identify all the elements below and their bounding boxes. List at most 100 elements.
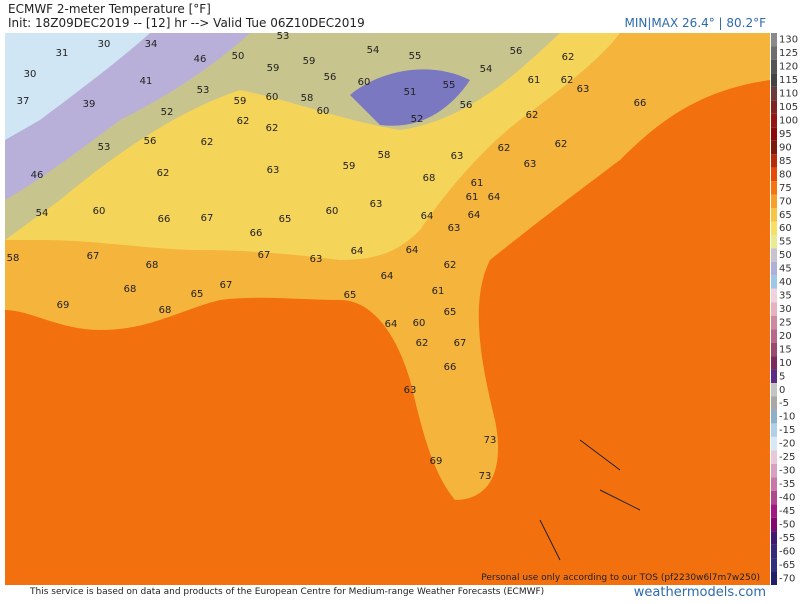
temp-label: 65 [279,214,292,225]
colorbar-label: 45 [779,264,792,275]
colorbar-cell [771,450,777,464]
bahamas-outline [539,439,641,561]
temp-label: 62 [157,168,170,179]
colorbar-label: 50 [779,250,792,261]
colorbar-cell [771,490,777,505]
temp-label: 60 [317,106,330,117]
colorbar-label: -25 [779,452,795,463]
colorbar-label: 110 [779,89,798,100]
temp-label: 63 [404,385,417,396]
colorbar-label: 65 [779,210,792,221]
temp-label: 63 [524,159,537,170]
temp-label: 58 [378,150,391,161]
temp-label: 60 [93,206,106,217]
map [5,33,770,585]
colorbar-cell [771,315,777,330]
colorbar-label: 125 [779,48,798,59]
temp-label: 61 [528,75,541,86]
colorbar-cell [771,571,777,585]
temp-label: 52 [161,107,174,118]
colorbar-cell [771,127,777,141]
colorbar-cell [771,100,777,114]
temp-label: 60 [358,77,371,88]
colorbar-cell [771,477,777,491]
temp-label: 64 [406,245,419,256]
temp-label: 39 [83,99,96,110]
colorbar-cell [771,544,777,559]
temp-label: 64 [488,192,501,203]
temp-label: 67 [454,338,467,349]
coldest-air [5,33,150,140]
colorbar-label: 30 [779,304,792,315]
temp-label: 51 [404,87,417,98]
temp-label: 64 [351,246,364,257]
temp-label: 65 [444,307,457,318]
colorbar-label: 40 [779,277,792,288]
temp-label: 69 [430,456,443,467]
colorbar-cell [771,167,777,182]
colorbar-label: -60 [779,546,795,557]
colorbar-label: 15 [779,344,792,355]
temp-label: 61 [432,286,445,297]
temp-label: 62 [498,143,511,154]
colorbar-cell [771,436,777,451]
temp-label: 59 [343,161,356,172]
colorbar-cell [771,248,777,262]
colorbar-cell [771,46,777,60]
temp-label: 68 [124,284,137,295]
temp-label: 63 [451,151,464,162]
temp-label: 34 [145,39,158,50]
colorbar-cell [771,154,777,168]
temp-label: 67 [201,213,214,224]
temp-label: 62 [555,139,568,150]
colorbar-cell [771,356,777,370]
colorbar-label: 95 [779,129,792,140]
colorbar-label: 75 [779,183,792,194]
temp-label: 62 [237,116,250,127]
temp-label: 65 [344,290,357,301]
colorbar-label: 0 [779,385,785,396]
temp-label: 59 [234,96,247,107]
mountain-cold [350,69,470,126]
temp-label: 54 [480,64,493,75]
colorbar-cell [771,208,777,222]
tos-note: Personal use only according to our TOS (… [481,573,760,583]
temp-label: 59 [303,56,316,67]
temp-label: 62 [562,52,575,63]
temp-label: 61 [466,192,479,203]
colorbar-label: 130 [779,35,798,46]
colorbar-cell [771,275,777,289]
temp-label: 59 [267,63,280,74]
colorbar-cell [771,396,777,410]
temp-label: 56 [324,72,337,83]
temp-label: 69 [57,300,70,311]
temp-label: 46 [31,170,44,181]
colorbar-label: -65 [779,560,795,571]
colorbar-cell [771,558,777,572]
colorbar-cell [771,140,777,155]
temp-label: 62 [416,338,429,349]
temp-label: 62 [444,260,457,271]
footer-notice: This service is based on data and produc… [29,587,544,597]
colorbar-label: 80 [779,169,792,180]
colorbar-cell [771,383,777,397]
temp-label: 68 [423,173,436,184]
site-link[interactable]: weathermodels.com [634,585,766,600]
colorbar-label: -30 [779,466,795,477]
colorbar-cell [771,302,777,316]
colorbar-label: 120 [779,62,798,73]
subtitle: Init: 18Z09DEC2019 -- [12] hr --> Valid … [8,16,365,30]
temp-label: 53 [98,142,111,153]
colorbar-label: 70 [779,196,792,207]
colorbar-cell [771,329,777,343]
temp-label: 58 [301,93,314,104]
temp-label: 52 [411,114,424,125]
colorbar-cell [771,531,777,545]
temp-label: 62 [561,75,574,86]
colorbar-cell [771,463,777,478]
colorbar-cell [771,409,777,424]
colorbar-label: 10 [779,358,792,369]
temp-label: 64 [381,271,394,282]
colorbar-label: 85 [779,156,792,167]
temp-label: 66 [634,98,647,109]
